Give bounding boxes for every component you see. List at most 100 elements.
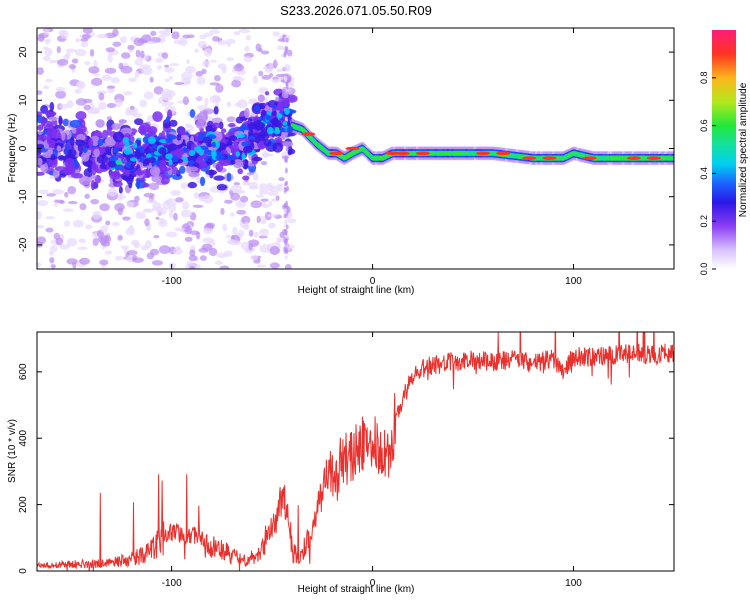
heatmap-noise-cell [146, 41, 156, 45]
heatmap-streak-cell [283, 208, 287, 215]
heatmap-noise-cell [116, 196, 123, 201]
heatmap-noise-cell [178, 37, 188, 47]
heatmap-noise-cell [267, 213, 278, 218]
heatmap-noise-cell [272, 31, 280, 37]
heatmap-noise-cell [165, 231, 178, 238]
heatmap-band-cell [169, 119, 178, 127]
heatmap-hot-cell [271, 121, 279, 128]
heatmap-noise-cell [174, 227, 185, 232]
heatmap-band-cell [56, 145, 61, 152]
heatmap-hot-cell [133, 142, 138, 149]
heatmap-band-cell [151, 175, 163, 183]
heatmap-noise-cell [168, 203, 177, 213]
heatmap-band-cell [95, 119, 105, 128]
heatmap-noise-cell [81, 33, 92, 40]
heatmap-noise-cell [82, 28, 93, 34]
heatmap-noise-cell [107, 188, 118, 197]
heatmap-noise-cell [133, 37, 145, 47]
heatmap-hot-cell [211, 149, 217, 158]
heatmap-noise-cell [105, 220, 111, 226]
heatmap-noise-cell [173, 212, 178, 221]
snr-series-line [37, 332, 674, 571]
heatmap-noise-cell [158, 96, 164, 104]
heatmap-noise-cell [155, 57, 164, 63]
heatmap-noise-cell [219, 265, 230, 269]
heatmap-hot-cell [211, 141, 216, 148]
heatmap-noise-cell [252, 75, 258, 85]
heatmap-noise-cell [212, 94, 220, 101]
x-tick-label: -100 [162, 276, 182, 287]
heatmap-noise-cell [106, 85, 116, 89]
heatmap-band-cell [46, 120, 52, 128]
heatmap-noise-cell [68, 64, 77, 70]
heatmap-noise-cell [151, 260, 163, 266]
heatmap-hot-cell [114, 164, 125, 171]
heatmap-noise-cell [267, 222, 276, 229]
heatmap-band-cell [196, 112, 208, 123]
heatmap-band-cell [82, 146, 88, 153]
heatmap-peak-cell [329, 151, 344, 156]
heatmap-noise-cell [196, 76, 206, 85]
colorbar-gradient [712, 30, 736, 269]
heatmap-noise-cell [168, 262, 176, 269]
heatmap-noise-cell [268, 201, 273, 206]
heatmap-band-cell [197, 155, 203, 164]
heatmap-noise-cell [276, 45, 286, 51]
heatmap-hot-cell [254, 136, 261, 144]
heatmap-hot-cell [276, 113, 283, 119]
heatmap-hot-cell [258, 131, 267, 138]
y-tick-label: 20 [18, 46, 29, 58]
heatmap-noise-cell [258, 47, 263, 53]
heatmap-noise-cell [253, 172, 259, 182]
heatmap-band-cell [81, 151, 90, 162]
heatmap-band-cell [213, 175, 225, 181]
heatmap-noise-cell [258, 70, 264, 77]
heatmap-noise-cell [226, 101, 232, 108]
heatmap-noise-cell [253, 231, 259, 238]
heatmap-hot-cell [215, 140, 220, 149]
heatmap-noise-cell [83, 104, 91, 111]
y-tick-label: 400 [18, 429, 29, 446]
heatmap-noise-cell [37, 262, 42, 268]
heatmap-hot-cell [148, 156, 156, 163]
y-tick-label: 0 [18, 145, 29, 151]
heatmap-noise-cell [159, 217, 165, 225]
x-tick-label: 100 [565, 276, 582, 287]
heatmap-band-cell [40, 105, 49, 114]
heatmap-peak-cell [385, 151, 400, 156]
heatmap-band-cell [112, 181, 123, 187]
heatmap-band-cell [189, 109, 196, 118]
heatmap-noise-cell [275, 195, 280, 201]
heatmap-band-cell [69, 136, 75, 146]
heatmap-noise-cell [248, 243, 253, 251]
heatmap-noise-cell [75, 98, 88, 106]
heatmap-noise-cell [235, 63, 242, 69]
heatmap-noise-cell [244, 45, 250, 52]
heatmap-band-cell [120, 127, 133, 135]
colorbar-tick-label: 0.6 [699, 119, 709, 132]
heatmap-band-cell [259, 105, 266, 110]
heatmap-noise-cell [74, 48, 87, 57]
heatmap-noise-cell [37, 236, 46, 245]
heatmap-noise-cell [220, 207, 225, 216]
heatmap-noise-cell [98, 92, 105, 101]
heatmap-noise-cell [120, 36, 128, 44]
heatmap-noise-cell [230, 192, 241, 201]
heatmap-noise-cell [112, 28, 119, 37]
heatmap-band-cell [106, 126, 112, 136]
heatmap-band-cell [187, 181, 198, 189]
heatmap-peak-cell [582, 156, 597, 160]
heatmap-noise-cell [121, 52, 131, 59]
heatmap-noise-cell [203, 227, 214, 234]
heatmap-band-cell [187, 166, 199, 172]
heatmap-hot-cell [125, 161, 131, 169]
heatmap-band-cell [91, 164, 97, 176]
heatmap-noise-cell [126, 201, 135, 208]
heatmap-noise-cell [96, 33, 109, 39]
heatmap-noise-cell [54, 199, 65, 203]
heatmap-streak-cell [284, 156, 288, 164]
heatmap-noise-cell [194, 48, 199, 54]
heatmap-noise-cell [221, 66, 227, 74]
heatmap-band-cell [248, 129, 254, 138]
heatmap-band-cell [178, 165, 186, 174]
